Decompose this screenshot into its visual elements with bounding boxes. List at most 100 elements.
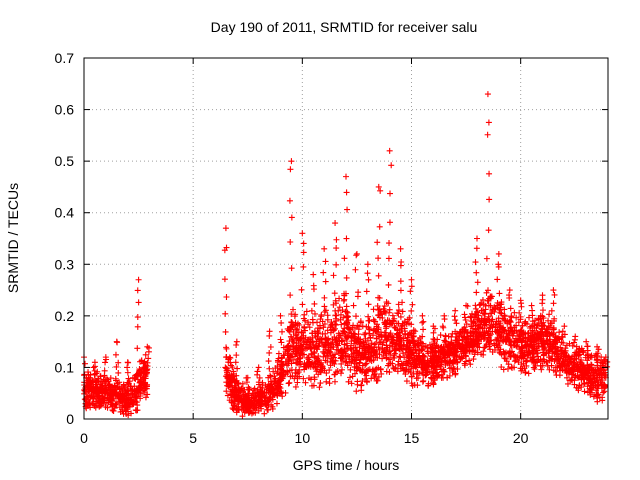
data-point <box>383 368 390 375</box>
data-point <box>344 309 351 316</box>
data-point <box>91 387 98 394</box>
data-point <box>85 388 92 395</box>
data-point <box>540 332 547 339</box>
data-point <box>486 196 493 203</box>
data-point <box>442 332 449 339</box>
y-tick-label: 0 <box>66 411 74 427</box>
data-point <box>552 368 559 375</box>
data-point <box>546 366 553 373</box>
data-point <box>424 368 431 375</box>
data-point <box>323 370 330 377</box>
data-point <box>573 349 580 356</box>
data-point <box>345 329 352 336</box>
data-point <box>547 339 554 346</box>
data-point <box>233 352 240 359</box>
data-point <box>495 261 502 268</box>
data-point <box>331 378 338 385</box>
data-point <box>474 279 481 286</box>
data-point <box>391 324 398 331</box>
data-point <box>474 309 481 316</box>
data-point <box>510 330 517 337</box>
data-point <box>375 333 382 340</box>
data-point <box>410 365 417 372</box>
data-point <box>536 331 543 338</box>
data-point <box>506 338 513 345</box>
data-point <box>90 383 97 390</box>
data-point <box>522 339 529 346</box>
data-point <box>233 387 240 394</box>
data-point <box>403 359 410 366</box>
data-point <box>494 299 501 306</box>
data-point <box>336 304 343 311</box>
data-point <box>333 321 340 328</box>
data-point <box>549 343 556 350</box>
data-point <box>542 344 549 351</box>
data-point <box>387 348 394 355</box>
data-point <box>319 331 326 338</box>
data-point <box>406 354 413 361</box>
data-point <box>370 332 377 339</box>
data-point <box>344 345 351 352</box>
data-point <box>142 394 149 401</box>
data-point <box>344 324 351 331</box>
data-point <box>389 312 396 319</box>
data-point <box>540 319 547 326</box>
data-point <box>561 323 568 330</box>
data-point <box>374 377 381 384</box>
data-point <box>405 368 412 375</box>
data-point <box>533 345 540 352</box>
data-point <box>135 385 142 392</box>
data-point <box>105 399 112 406</box>
data-point <box>130 401 137 408</box>
data-point <box>507 325 514 332</box>
data-point <box>266 328 273 335</box>
data-point <box>333 245 340 252</box>
data-point <box>467 361 474 368</box>
data-point <box>345 378 352 385</box>
data-point <box>407 339 414 346</box>
data-point <box>517 346 524 353</box>
data-point <box>275 350 282 357</box>
data-point <box>144 391 151 398</box>
data-point <box>116 386 123 393</box>
data-point <box>511 358 518 365</box>
y-tick-label: 0.6 <box>55 102 75 118</box>
data-point <box>265 381 272 388</box>
data-point <box>600 389 607 396</box>
data-point <box>345 353 352 360</box>
data-point <box>235 407 242 414</box>
data-point <box>522 320 529 327</box>
data-point <box>338 370 345 377</box>
data-point <box>258 405 265 412</box>
data-point <box>550 324 557 331</box>
data-point <box>353 348 360 355</box>
data-point <box>601 356 608 363</box>
data-point <box>401 318 408 325</box>
data-point <box>125 375 132 382</box>
data-point <box>356 359 363 366</box>
data-point <box>380 339 387 346</box>
data-point <box>223 244 230 251</box>
data-point <box>511 339 518 346</box>
data-point <box>440 343 447 350</box>
data-point <box>477 301 484 308</box>
data-point <box>293 327 300 334</box>
data-point <box>410 370 417 377</box>
data-point <box>364 337 371 344</box>
data-point <box>375 294 382 301</box>
data-point <box>226 379 233 386</box>
data-point <box>475 333 482 340</box>
data-point <box>332 357 339 364</box>
data-point <box>89 393 96 400</box>
data-point <box>375 326 382 333</box>
data-point <box>456 341 463 348</box>
data-point <box>343 340 350 347</box>
data-point <box>222 328 229 335</box>
data-point <box>581 388 588 395</box>
data-point <box>583 338 590 345</box>
data-point <box>222 364 229 371</box>
data-point <box>333 338 340 345</box>
data-point <box>408 321 415 328</box>
data-point <box>375 344 382 351</box>
data-point <box>308 350 315 357</box>
